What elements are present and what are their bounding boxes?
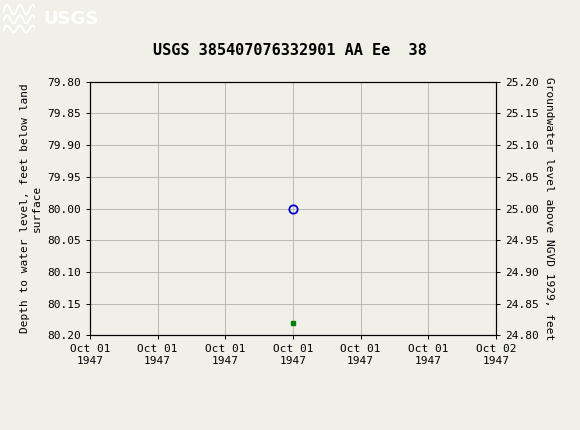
Y-axis label: Depth to water level, feet below land
surface: Depth to water level, feet below land su… — [20, 84, 42, 333]
Text: USGS 385407076332901 AA Ee  38: USGS 385407076332901 AA Ee 38 — [153, 43, 427, 58]
Y-axis label: Groundwater level above NGVD 1929, feet: Groundwater level above NGVD 1929, feet — [544, 77, 554, 340]
Text: USGS: USGS — [44, 10, 99, 28]
